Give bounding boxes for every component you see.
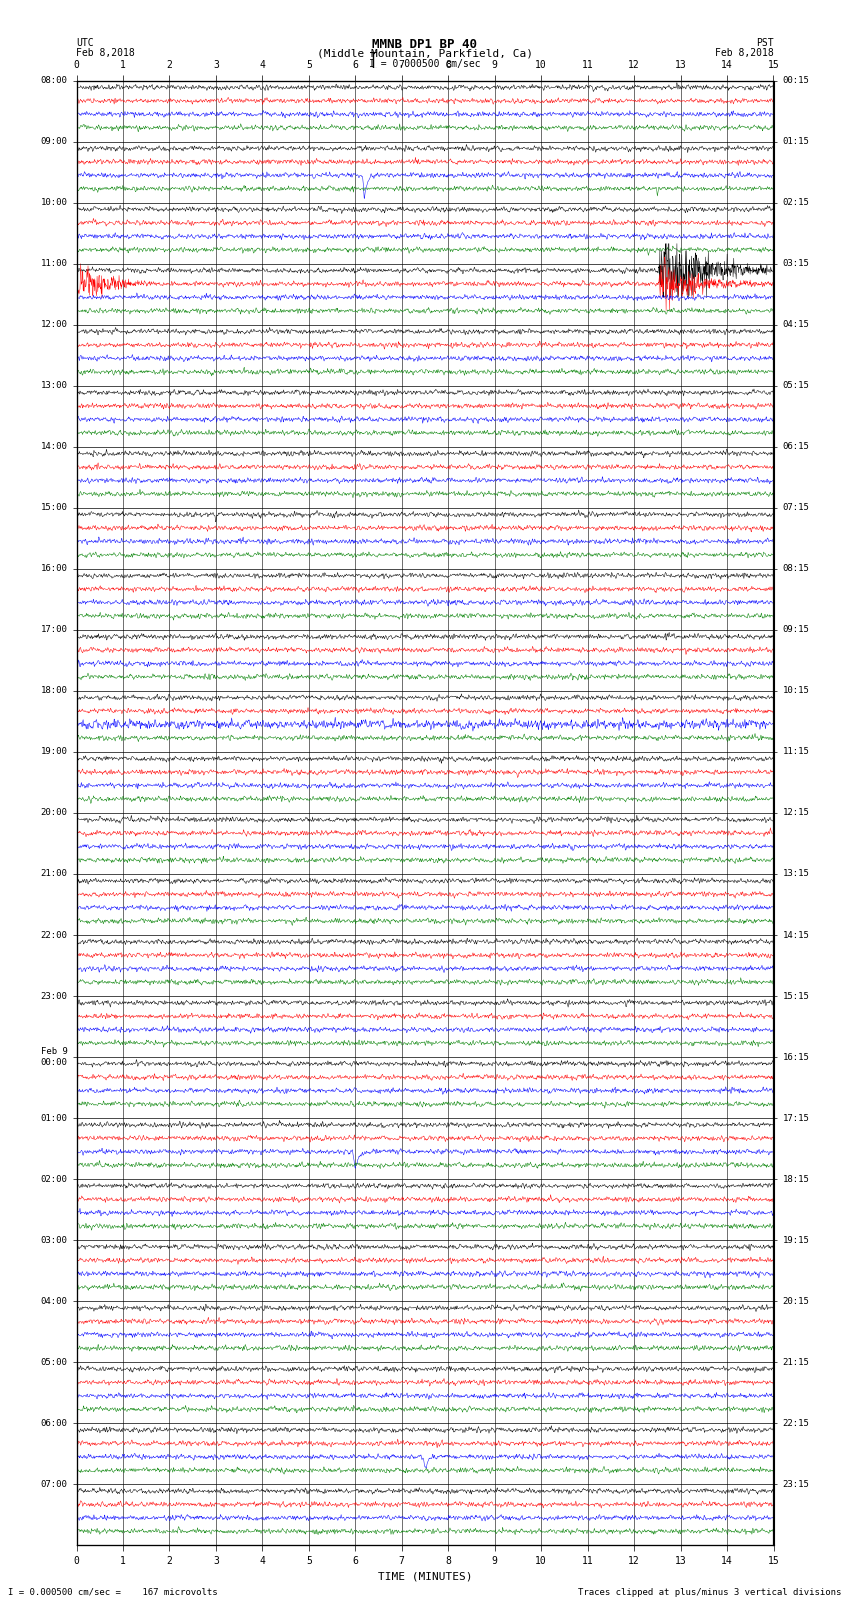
- Text: Feb 8,2018: Feb 8,2018: [715, 48, 774, 58]
- Text: PST: PST: [756, 37, 774, 48]
- Text: UTC: UTC: [76, 37, 94, 48]
- Text: (Middle Mountain, Parkfield, Ca): (Middle Mountain, Parkfield, Ca): [317, 48, 533, 58]
- X-axis label: TIME (MINUTES): TIME (MINUTES): [377, 1571, 473, 1581]
- Text: Traces clipped at plus/minus 3 vertical divisions: Traces clipped at plus/minus 3 vertical …: [578, 1587, 842, 1597]
- Text: I = 0.000500 cm/sec =    167 microvolts: I = 0.000500 cm/sec = 167 microvolts: [8, 1587, 218, 1597]
- Text: I = 0.000500 cm/sec: I = 0.000500 cm/sec: [369, 58, 481, 69]
- Text: MMNB DP1 BP 40: MMNB DP1 BP 40: [372, 37, 478, 52]
- Text: Feb 8,2018: Feb 8,2018: [76, 48, 135, 58]
